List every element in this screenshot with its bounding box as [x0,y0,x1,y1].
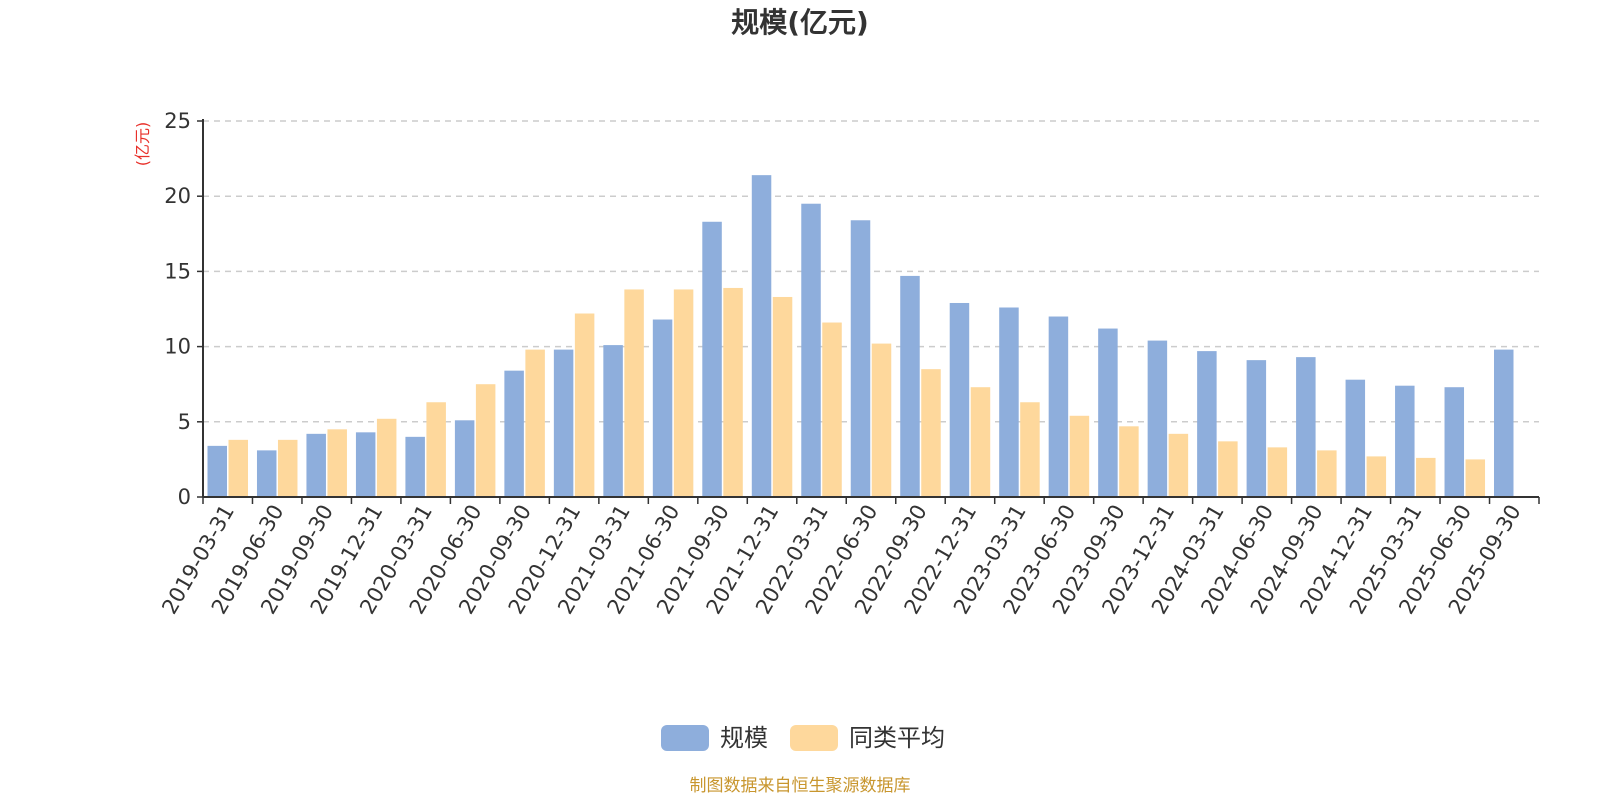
bar-guimo[interactable] [949,302,970,497]
bar-guimo[interactable] [1246,360,1267,497]
y-tick-label: 10 [164,335,191,359]
bar-guimo[interactable] [999,307,1019,497]
bar-guimo[interactable] [256,450,277,497]
bar-tonglei-pingjun[interactable] [376,418,397,497]
bar-tonglei-pingjun[interactable] [822,322,842,497]
legend-item-tonglei-pingjun[interactable]: 同类平均 [790,724,945,752]
bar-guimo[interactable] [1197,351,1217,497]
bar-tonglei-pingjun[interactable] [673,289,694,497]
legend: 规模 同类平均 [661,724,945,752]
bar-tonglei-pingjun[interactable] [277,439,298,497]
bar-tonglei-pingjun[interactable] [624,289,644,497]
bar-tonglei-pingjun[interactable] [970,387,991,497]
bar-guimo[interactable] [504,370,524,497]
y-tick-label: 25 [164,109,191,133]
bar-guimo[interactable] [1048,316,1069,497]
bar-guimo[interactable] [1296,357,1316,497]
bars [207,175,1514,498]
bar-tonglei-pingjun[interactable] [1069,415,1090,497]
x-tick-labels: 2019-03-312019-06-302019-09-302019-12-31… [157,501,1525,619]
bar-guimo[interactable] [801,203,821,497]
bar-guimo[interactable] [1494,349,1514,497]
bar-guimo[interactable] [454,420,475,497]
axes [202,119,1540,504]
bar-tonglei-pingjun[interactable] [1168,433,1189,497]
bar-guimo[interactable] [652,319,673,497]
bar-guimo[interactable] [603,345,623,497]
bar-tonglei-pingjun[interactable] [772,296,793,497]
bar-tonglei-pingjun[interactable] [426,402,446,497]
legend-swatch [790,725,838,751]
y-tick-label: 15 [164,259,191,283]
y-tick-labels: 0 5 10 15 20 25 [164,109,203,509]
bar-tonglei-pingjun[interactable] [1267,447,1288,497]
bar-guimo[interactable] [1147,340,1168,497]
bar-guimo[interactable] [1098,328,1118,497]
bar-guimo[interactable] [1395,385,1415,497]
bar-tonglei-pingjun[interactable] [574,313,595,497]
legend-label: 规模 [720,724,768,752]
grid-lines [203,120,1539,423]
bar-guimo[interactable] [850,220,871,497]
bar-guimo[interactable] [751,175,772,498]
bar-tonglei-pingjun[interactable] [1366,456,1387,497]
bar-tonglei-pingjun[interactable] [871,343,892,497]
bar-tonglei-pingjun[interactable] [228,439,248,497]
legend-label: 同类平均 [849,724,945,752]
bar-guimo[interactable] [207,445,227,497]
bar-guimo[interactable] [355,432,376,497]
bar-guimo[interactable] [405,436,425,497]
bar-tonglei-pingjun[interactable] [1218,441,1238,497]
bar-guimo[interactable] [702,221,722,497]
bar-tonglei-pingjun[interactable] [1465,459,1486,497]
y-axis-unit-label: (亿元) [133,122,152,167]
bar-tonglei-pingjun[interactable] [1119,426,1139,497]
bar-tonglei-pingjun[interactable] [723,287,743,497]
bar-guimo[interactable] [1444,387,1465,497]
bar-tonglei-pingjun[interactable] [921,369,941,497]
bar-guimo[interactable] [900,275,920,497]
y-tick-label: 20 [164,184,191,208]
y-tick-label: 5 [178,410,191,434]
bar-guimo[interactable] [1345,379,1366,497]
bar-guimo[interactable] [553,349,574,497]
bar-tonglei-pingjun[interactable] [1416,457,1436,497]
chart-title: 规模(亿元) [731,6,869,39]
legend-item-guimo[interactable]: 规模 [661,724,768,752]
y-tick-label: 0 [178,485,191,509]
bar-tonglei-pingjun[interactable] [327,429,347,497]
data-source-note: 制图数据来自恒生聚源数据库 [690,776,911,796]
bar-guimo[interactable] [306,433,326,497]
bar-tonglei-pingjun[interactable] [475,384,496,497]
bar-tonglei-pingjun[interactable] [1317,450,1337,497]
bar-tonglei-pingjun[interactable] [525,349,545,497]
bar-tonglei-pingjun[interactable] [1020,402,1040,497]
legend-swatch [661,725,709,751]
